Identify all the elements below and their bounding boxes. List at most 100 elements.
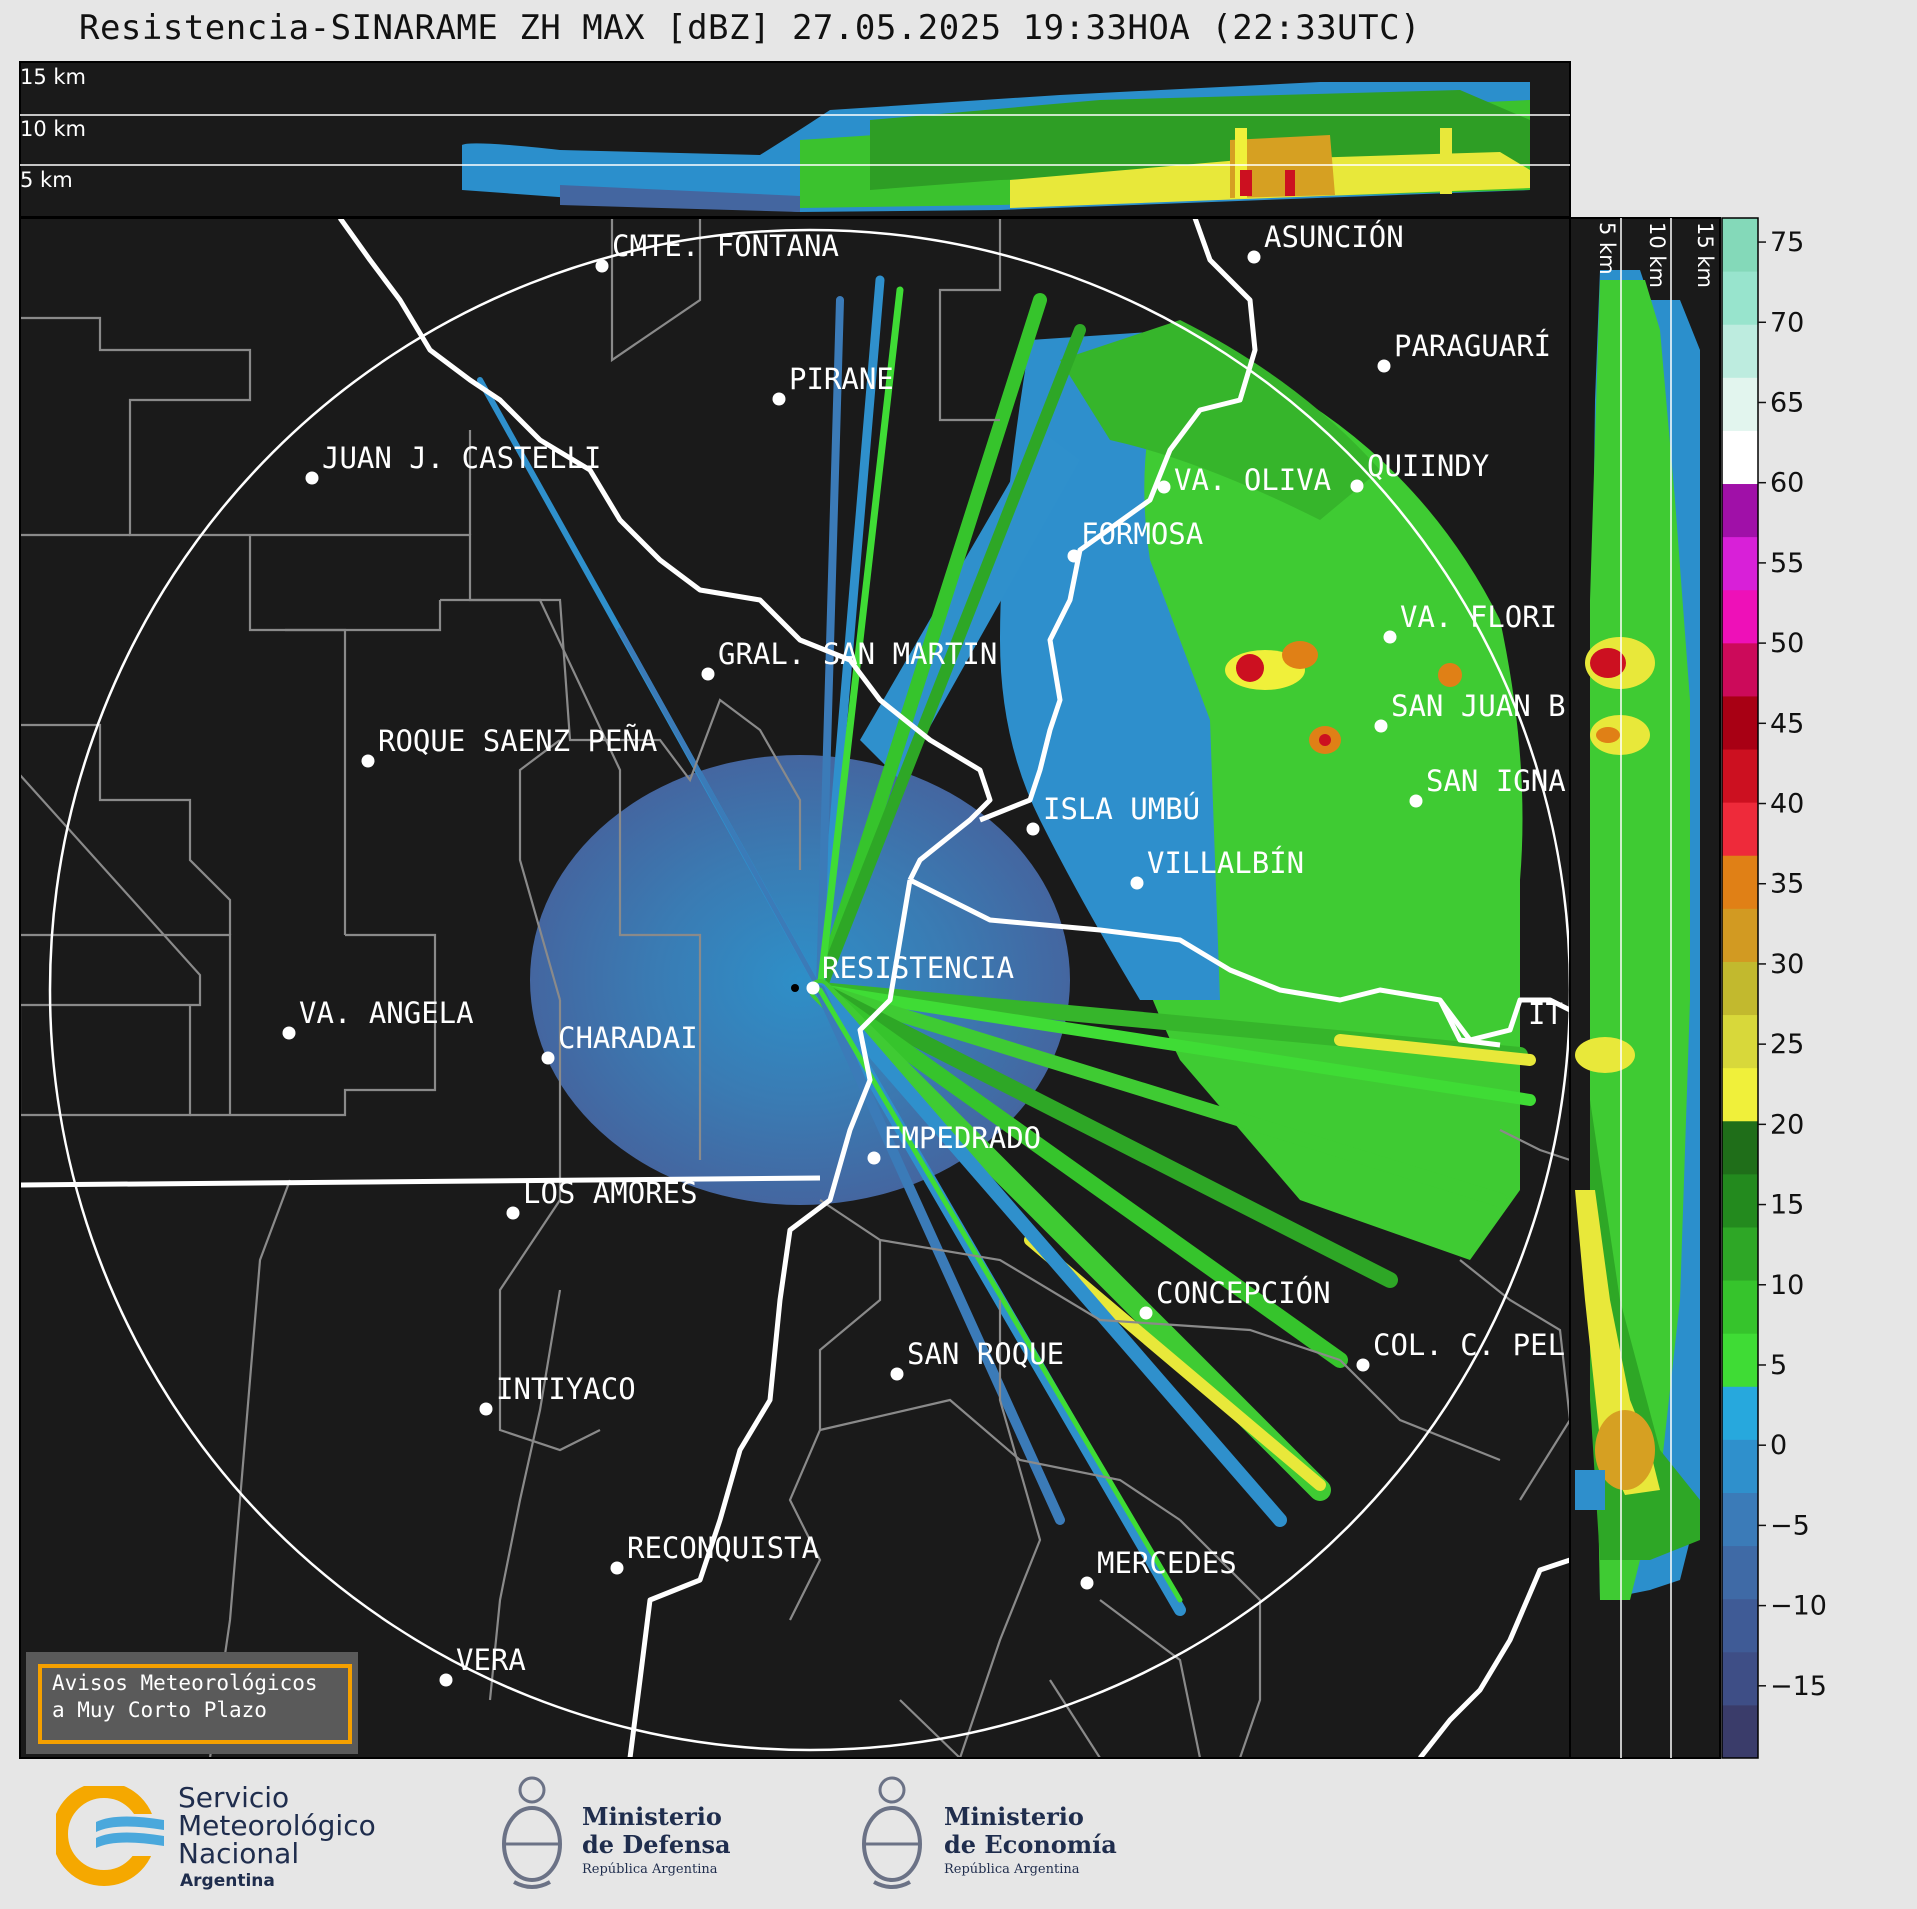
defensa-line-3: República Argentina bbox=[582, 1862, 718, 1877]
colorbar-swatch bbox=[1722, 695, 1758, 750]
colorbar-tick-label: 0 bbox=[1770, 1430, 1787, 1461]
colorbar-swatch bbox=[1722, 749, 1758, 803]
colorbar-swatch bbox=[1722, 536, 1758, 591]
colorbar-swatch bbox=[1722, 1173, 1758, 1228]
svg-text:JUAN J. CASTELLI: JUAN J. CASTELLI bbox=[322, 441, 601, 475]
svg-text:RESISTENCIA: RESISTENCIA bbox=[822, 951, 1014, 985]
colorbar-swatch bbox=[1722, 589, 1758, 644]
colorbar-swatch bbox=[1722, 855, 1758, 909]
city-col-c-pel: COL. C. PEL bbox=[1356, 1328, 1565, 1372]
city-resistencia: RESISTENCIA bbox=[806, 951, 1014, 995]
colorbar-swatch bbox=[1722, 1014, 1758, 1069]
svg-text:EMPEDRADO: EMPEDRADO bbox=[884, 1121, 1041, 1155]
colorbar-swatch bbox=[1722, 1492, 1758, 1547]
colorbar-swatch bbox=[1722, 271, 1758, 325]
colorbar-tick-label: 70 bbox=[1770, 307, 1804, 338]
svg-text:ASUNCIÓN: ASUNCIÓN bbox=[1264, 220, 1404, 254]
colorbar-swatch bbox=[1722, 1651, 1758, 1706]
svg-text:GRAL. SAN MARTIN: GRAL. SAN MARTIN bbox=[718, 637, 997, 671]
colorbar-tick-label: 75 bbox=[1770, 227, 1804, 258]
city-juan-j-castelli: JUAN J. CASTELLI bbox=[305, 441, 601, 485]
svg-text:PARAGUARÍ: PARAGUARÍ bbox=[1394, 329, 1551, 363]
range-ring bbox=[48, 228, 1570, 1752]
city-san-juan-b: SAN JUAN B bbox=[1374, 689, 1566, 733]
city-va-angela: VA. ANGELA bbox=[282, 996, 474, 1040]
side-altitude-label-15km: 15 km bbox=[1693, 222, 1717, 288]
colorbar-swatch bbox=[1722, 324, 1758, 378]
colorbar-swatch bbox=[1722, 1067, 1758, 1122]
radar-site-marker bbox=[791, 984, 799, 992]
colorbar-tick-label: 50 bbox=[1770, 628, 1804, 659]
colorbar-swatch bbox=[1722, 1280, 1758, 1334]
colorbar-swatch bbox=[1722, 377, 1758, 431]
colorbar-tick-label: 40 bbox=[1770, 789, 1804, 820]
city-it: IT bbox=[1528, 997, 1563, 1031]
colorbar-swatch bbox=[1722, 1226, 1758, 1281]
colorbar-tick-label: −15 bbox=[1770, 1671, 1827, 1702]
colorbar-swatch bbox=[1722, 642, 1758, 697]
city-san-igna: SAN IGNA bbox=[1409, 764, 1566, 808]
colorbar-swatch bbox=[1722, 1598, 1758, 1653]
colorbar-swatch bbox=[1722, 908, 1758, 962]
warnings-line-1: Avisos Meteorológicos bbox=[52, 1671, 318, 1695]
economia-line-2: de Economía bbox=[944, 1830, 1117, 1859]
colorbar-swatch bbox=[1722, 1120, 1758, 1175]
city-concepcion: CONCEPCIÓN bbox=[1139, 1276, 1331, 1320]
top-altitude-label-10km: 10 km bbox=[20, 117, 86, 141]
svg-text:COL. C. PEL: COL. C. PEL bbox=[1373, 1328, 1565, 1362]
svg-text:RECONQUISTA: RECONQUISTA bbox=[627, 1531, 819, 1565]
smn-line-4: Argentina bbox=[180, 1871, 275, 1891]
colorbar-tick-label: 5 bbox=[1770, 1350, 1787, 1381]
top-cross-section-panel: 15 km 10 km 5 km bbox=[19, 61, 1571, 218]
city-intiyaco: INTIYACO bbox=[479, 1372, 636, 1416]
svg-text:VA. FLORI: VA. FLORI bbox=[1400, 600, 1557, 634]
city-cmte-fontana: CMTE. FONTANA bbox=[595, 229, 839, 273]
colorbar-swatch bbox=[1722, 483, 1758, 538]
colorbar-tick-label: −10 bbox=[1770, 1591, 1827, 1622]
colorbar-tick-label: 55 bbox=[1770, 548, 1804, 579]
side-cross-section-panel: 5 km 10 km 15 km bbox=[1569, 217, 1721, 1759]
city-los-amores: LOS AMORES bbox=[506, 1176, 698, 1220]
svg-text:FORMOSA: FORMOSA bbox=[1081, 517, 1203, 551]
city-villalbin: VILLALBÍN bbox=[1130, 846, 1304, 890]
svg-text:SAN IGNA: SAN IGNA bbox=[1426, 764, 1566, 798]
smn-line-3: Nacional bbox=[178, 1837, 300, 1870]
top-altitude-label-15km: 15 km bbox=[20, 65, 86, 89]
colorbar-swatch bbox=[1722, 1545, 1758, 1600]
ministerio-economia-logo: Ministerio de Economía República Argenti… bbox=[854, 1772, 1124, 1900]
city-asuncion: ASUNCIÓN bbox=[1247, 220, 1404, 264]
colorbar-tick-label: 10 bbox=[1770, 1270, 1804, 1301]
top-altitude-label-5km: 5 km bbox=[20, 168, 73, 192]
colorbar-tick-label: −5 bbox=[1770, 1510, 1810, 1541]
city-markers: CMTE. FONTANA ASUNCIÓN PARAGUARÍ PIRANE … bbox=[282, 220, 1566, 1687]
smn-line-2: Meteorológico bbox=[178, 1809, 376, 1842]
defensa-line-1: Ministerio bbox=[582, 1802, 722, 1831]
city-san-roque: SAN ROQUE bbox=[890, 1337, 1064, 1381]
city-charadai: CHARADAI bbox=[541, 1021, 698, 1065]
warnings-line-2: a Muy Corto Plazo bbox=[52, 1698, 267, 1722]
city-paraguari: PARAGUARÍ bbox=[1377, 329, 1551, 373]
smn-emblem-icon bbox=[56, 1786, 166, 1886]
svg-text:ROQUE SAENZ PEÑA: ROQUE SAENZ PEÑA bbox=[378, 724, 657, 758]
ministerio-defensa-logo: Ministerio de Defensa República Argentin… bbox=[494, 1772, 764, 1900]
svg-text:SAN JUAN B: SAN JUAN B bbox=[1391, 689, 1566, 723]
short-term-warnings-frame[interactable]: Avisos Meteorológicos a Muy Corto Plazo bbox=[38, 1664, 352, 1744]
colorbar-tick-label: 60 bbox=[1770, 468, 1804, 499]
side-altitude-label-5km: 5 km bbox=[1595, 222, 1619, 275]
map-title: Resistencia-SINARAME ZH MAX [dBZ] 27.05.… bbox=[78, 8, 1422, 48]
svg-text:QUIINDY: QUIINDY bbox=[1367, 449, 1489, 483]
svg-text:INTIYACO: INTIYACO bbox=[496, 1372, 636, 1406]
economia-line-3: República Argentina bbox=[944, 1862, 1080, 1877]
city-va-oliva: VA. OLIVA bbox=[1157, 463, 1331, 497]
svg-text:VA. OLIVA: VA. OLIVA bbox=[1174, 463, 1331, 497]
colorbar-swatch bbox=[1722, 1439, 1758, 1493]
city-isla-umbu: ISLA UMBÚ bbox=[1026, 792, 1200, 836]
city-reconquista: RECONQUISTA bbox=[610, 1531, 819, 1575]
colorbar-swatch bbox=[1722, 1333, 1758, 1387]
colorbar-tick-label: 20 bbox=[1770, 1109, 1804, 1140]
colorbar-swatch bbox=[1722, 430, 1758, 485]
city-gral-san-martin: GRAL. SAN MARTIN bbox=[701, 637, 997, 681]
radar-map-panel: CMTE. FONTANA ASUNCIÓN PARAGUARÍ PIRANE … bbox=[19, 217, 1571, 1759]
